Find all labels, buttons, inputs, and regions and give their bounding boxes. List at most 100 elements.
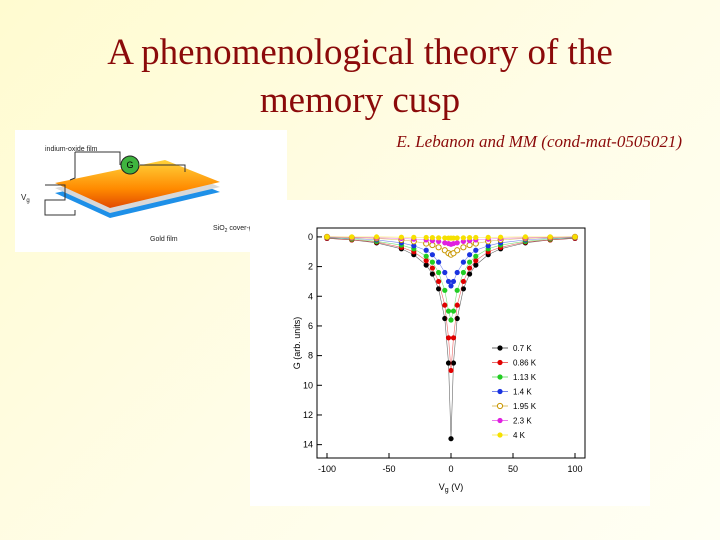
data-point — [522, 234, 529, 240]
data-point — [436, 238, 442, 244]
glass-label-rest: cover-glass — [227, 225, 265, 232]
x-tick-label: 50 — [508, 464, 518, 474]
legend-label: 1.95 K — [513, 402, 537, 411]
x-axis-label-sub: g — [445, 487, 449, 494]
meter-label: G — [126, 160, 133, 170]
data-point — [454, 302, 460, 308]
data-point — [467, 259, 473, 265]
data-point — [473, 258, 479, 264]
x-tick-label: 0 — [448, 464, 453, 474]
legend-marker — [497, 432, 503, 438]
device-diagram: G indium-oxide film Vg SiO2 cover-glass … — [15, 130, 287, 252]
y-tick-label: 12 — [303, 410, 313, 420]
legend-label: 1.4 K — [513, 388, 532, 397]
legend-marker — [496, 402, 504, 410]
data-point — [450, 335, 457, 341]
data-point — [473, 234, 479, 241]
data-point — [429, 235, 435, 241]
meter-icon — [120, 155, 140, 175]
x-tick-label: -100 — [318, 464, 336, 474]
data-point — [411, 234, 417, 240]
legend-label: 1.13 K — [513, 373, 537, 382]
data-point — [460, 269, 466, 276]
slide-title: memory cusp — [259, 80, 461, 121]
x-tick-label: 100 — [567, 464, 582, 474]
data-point — [445, 335, 452, 341]
slide-title: A phenomenological theory of the — [107, 32, 613, 73]
gate-label-sub: g — [26, 198, 29, 204]
data-point — [450, 360, 457, 366]
data-point — [429, 252, 435, 258]
data-point — [445, 360, 452, 366]
legend-marker — [497, 345, 503, 351]
data-point — [423, 262, 429, 268]
wire — [75, 151, 121, 165]
film-layer — [55, 160, 220, 208]
data-point — [442, 287, 448, 293]
legend-label: 0.7 K — [513, 344, 532, 353]
gate-label-main: V — [21, 193, 27, 202]
data-point — [448, 436, 454, 442]
data-point — [547, 234, 553, 240]
data-point — [445, 278, 452, 285]
data-point — [460, 278, 466, 285]
legend-label: 0.86 K — [513, 359, 537, 368]
data-point — [436, 269, 442, 276]
data-point — [374, 234, 380, 240]
wire — [140, 164, 186, 172]
y-tick-label: 4 — [308, 291, 313, 301]
gate-label: Vg — [21, 193, 30, 204]
data-point — [467, 271, 473, 277]
data-point — [442, 302, 448, 308]
data-point — [324, 234, 330, 240]
data-point — [454, 269, 460, 276]
data-point — [445, 308, 452, 314]
y-tick-label: 8 — [308, 351, 313, 361]
y-tick-label: 2 — [308, 262, 313, 272]
glass-label-main: SiO — [213, 225, 225, 232]
data-point — [498, 234, 504, 240]
data-point — [448, 367, 454, 374]
data-point — [473, 253, 479, 259]
x-tick-label: -50 — [382, 464, 395, 474]
data-point — [460, 259, 466, 265]
data-point — [448, 283, 454, 289]
data-point — [467, 252, 473, 258]
data-point — [485, 234, 491, 240]
data-point — [466, 241, 473, 249]
legend-marker — [497, 374, 503, 380]
data-point — [349, 234, 355, 240]
wire — [44, 184, 76, 216]
data-point — [473, 247, 479, 253]
author-line: E. Lebanon and MM (cond-mat-0505021) — [396, 132, 682, 151]
legend-marker — [497, 388, 503, 395]
data-point — [448, 317, 454, 323]
data-point — [454, 247, 461, 254]
data-point — [460, 244, 467, 251]
data-point — [572, 234, 578, 240]
data-point — [485, 243, 491, 249]
y-tick-label: 0 — [308, 232, 313, 242]
data-point — [423, 234, 429, 241]
data-point — [436, 235, 442, 241]
data-point — [436, 259, 442, 265]
y-tick-label: 6 — [308, 321, 313, 331]
glass-label-sub: 2 — [225, 228, 228, 234]
data-point — [442, 235, 448, 241]
data-point — [467, 265, 473, 271]
data-point — [442, 269, 448, 276]
data-point — [460, 235, 466, 241]
y-axis-label: G (arb. units) — [292, 317, 302, 370]
wire — [69, 152, 76, 181]
data-point — [429, 259, 435, 265]
y-tick-label: 14 — [303, 440, 313, 450]
x-axis-label-rest: (V) — [449, 482, 464, 492]
data-point — [467, 235, 473, 241]
data-point — [423, 258, 429, 264]
legend-label: 2.3 K — [513, 417, 532, 426]
data-point — [429, 241, 436, 249]
data-point — [436, 278, 442, 285]
gold-label: Gold film — [150, 236, 178, 243]
